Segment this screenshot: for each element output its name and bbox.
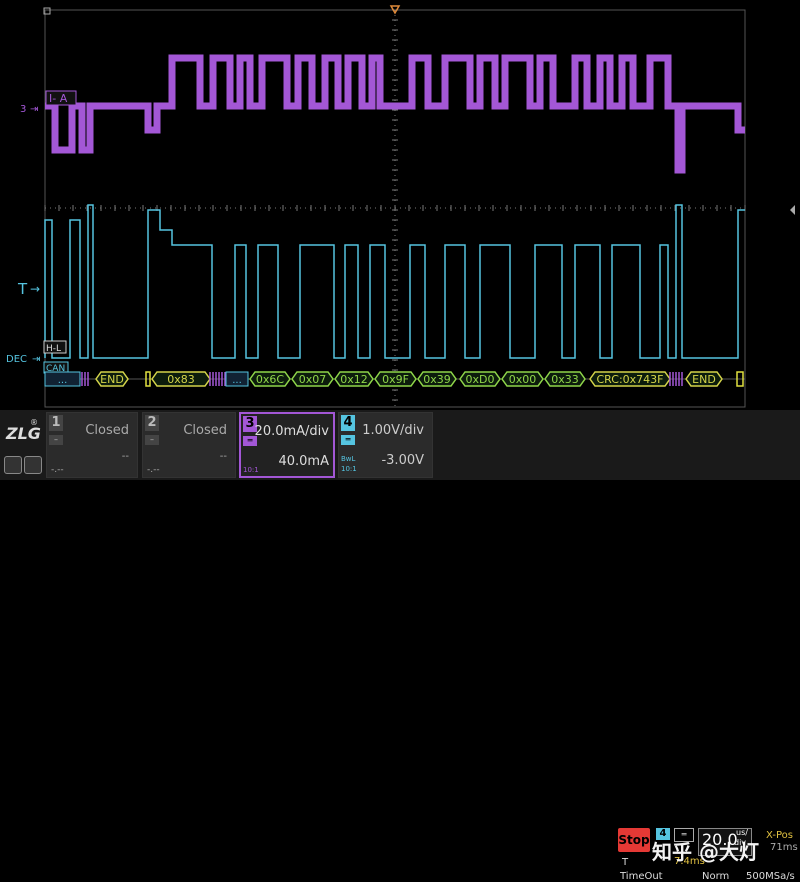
help-icon[interactable]: [24, 456, 42, 474]
decode-segment-label: 0x12: [340, 373, 368, 386]
decode-segment: [685, 371, 723, 387]
decode-idle-block: [225, 371, 249, 387]
ch3-coupling-icon: ═: [243, 436, 257, 446]
side-arrow-icon[interactable]: [790, 205, 795, 215]
ch3-panel[interactable]: 3 ═ 20.0mA/div 40.0mA 10:1: [239, 412, 335, 478]
bottom-control-panel: ZLG ® 1 – Closed -- -.-- 2 – Closed -- -…: [0, 410, 800, 882]
trigger-mode-label: TimeOut: [620, 871, 663, 882]
decode-segment: [291, 371, 334, 387]
trigger-position-marker[interactable]: [389, 5, 401, 15]
ch1-status: Closed: [85, 423, 129, 438]
sample-rate: 500MSa/s: [746, 871, 795, 882]
trigger-level-marker[interactable]: T: [17, 280, 28, 298]
ch2-coupling-icon: –: [145, 435, 159, 445]
decode-can-tag: CAN: [46, 364, 65, 374]
ch2-value: --: [219, 451, 227, 462]
decode-segment-label: END: [692, 373, 716, 386]
ch2-number: 2: [145, 415, 159, 431]
decode-segment: [95, 371, 129, 387]
svg-text:⇥: ⇥: [32, 354, 40, 365]
ch3-ground-marker[interactable]: 3: [20, 104, 26, 115]
xpos-label: X-Pos: [766, 830, 793, 841]
ch1-coupling-icon: –: [49, 435, 63, 445]
run-stop-button[interactable]: Stop: [618, 828, 650, 852]
registered-icon: ®: [30, 418, 38, 427]
decode-hl-tag: H-L: [46, 344, 61, 354]
ch4-coupling-icon: ═: [341, 435, 355, 445]
decode-segment-label: 0x83: [167, 373, 195, 386]
decode-ellipsis: ...: [58, 375, 68, 386]
decode-segment: [501, 371, 544, 387]
ch2-panel[interactable]: 2 – Closed -- -.--: [142, 412, 236, 478]
decode-start-marker: [145, 371, 151, 387]
decode-segment: [374, 371, 417, 387]
decode-ellipsis: ...: [232, 375, 242, 386]
ch2-sub: -.--: [147, 465, 160, 475]
decode-segment: [459, 371, 501, 387]
decode-segment: [249, 371, 291, 387]
decode-segment-label: 0x00: [509, 373, 537, 386]
decode-segment-label: END: [100, 373, 124, 386]
ch3-scale: 20.0mA/div: [254, 424, 329, 439]
decode-segment-label: 0x07: [299, 373, 327, 386]
ch1-panel[interactable]: 1 – Closed -- -.--: [46, 412, 138, 478]
ch4-probe-ratio: 10:1: [341, 465, 357, 473]
decode-segment-label: 0x9F: [382, 373, 409, 386]
screenshot-icon[interactable]: [4, 456, 22, 474]
ch4-number: 4: [341, 415, 355, 431]
decode-segment-label: 0x39: [423, 373, 451, 386]
decode-marker[interactable]: DEC: [6, 354, 27, 365]
ch4-bandwidth-limit: BwL: [341, 455, 356, 463]
decode-segment-label: 0x6C: [256, 373, 285, 386]
decode-segment: [417, 371, 457, 387]
oscilloscope-screen: 3 ⇥ T → DEC ⇥ I- A H-L CAN END 0x83 0x6C 0x…: [6, 5, 795, 408]
ch3-label-tag: I- A: [49, 92, 68, 105]
acquisition-mode: Norm: [702, 871, 730, 882]
ch4-scale: 1.00V/div: [362, 423, 424, 438]
graticule: [44, 9, 746, 407]
decode-idle-block: [44, 371, 81, 387]
svg-text:→: →: [30, 282, 40, 296]
decode-segment-label: CRC:0x743F: [597, 373, 664, 386]
ch1-value: --: [121, 451, 129, 462]
ch4-offset: -3.00V: [381, 453, 424, 468]
ch4-panel[interactable]: 4 ═ 1.00V/div -3.00V BwL 10:1: [338, 412, 433, 478]
ch4-waveform: [44, 204, 745, 359]
brand-logo: ZLG: [6, 424, 41, 443]
ch3-probe-ratio: 10:1: [243, 466, 259, 474]
trigger-type-label: T: [622, 857, 629, 868]
ch3-number: 3: [243, 416, 257, 432]
can-decode-bus: END 0x83 0x6C 0x07 0x12 0x9F 0x39 0xD0 0x00 0x33 C…: [44, 371, 745, 387]
ch3-offset: 40.0mA: [278, 454, 329, 469]
decode-segment: [334, 371, 374, 387]
watermark: 知乎 @大灯: [652, 840, 759, 864]
ch1-sub: -.--: [51, 465, 64, 475]
ch3-waveform: [45, 54, 745, 174]
decode-segment-label: 0xD0: [466, 373, 495, 386]
decode-segment-label: 0x33: [551, 373, 579, 386]
ch1-number: 1: [49, 415, 63, 431]
ch2-status: Closed: [183, 423, 227, 438]
channel-marker-top: [43, 7, 51, 15]
decode-end-marker: [736, 371, 744, 387]
xpos-value: 71ms: [770, 842, 798, 853]
svg-text:⇥: ⇥: [30, 104, 38, 115]
decode-segment: [544, 371, 586, 387]
